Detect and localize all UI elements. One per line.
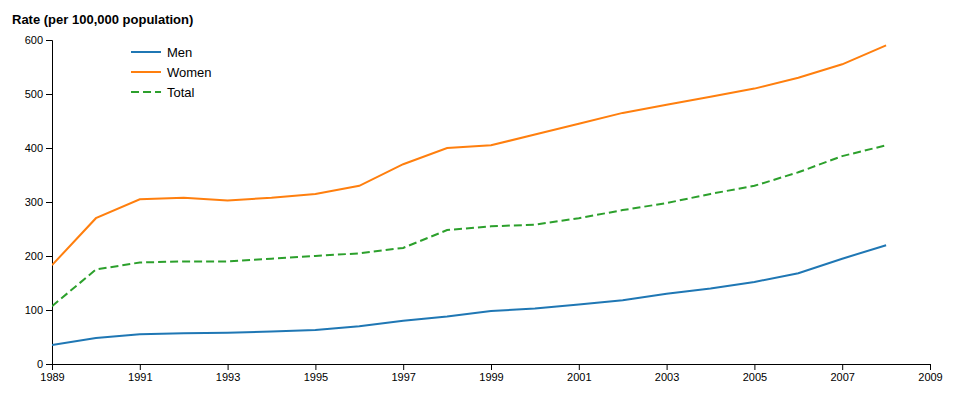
y-tick: 500 [25,88,52,100]
plot-area: 1989 1991 1993 1995 1997 1999 2001 2003 2005 2007… [25,34,943,383]
x-tick-mark [491,364,492,370]
x-tick: 2009 [918,364,942,383]
y-tick: 100 [25,304,52,316]
x-tick-label: 2001 [567,371,591,383]
y-tick-mark [46,364,52,365]
y-tick-mark [46,40,52,41]
x-tick-mark [228,364,229,370]
y-tick-label: 200 [25,250,43,262]
y-tick-mark [46,94,52,95]
x-tick: 1995 [304,364,328,383]
x-tick-label: 1989 [40,371,64,383]
x-tick-label: 2005 [743,371,767,383]
x-tick: 1993 [216,364,240,383]
x-tick-mark [667,364,668,370]
legend-item: Total [131,85,195,100]
x-tick: 2001 [567,364,591,383]
x-tick-label: 1995 [304,371,328,383]
x-tick: 1997 [391,364,415,383]
y-tick-label: 0 [37,358,43,370]
x-tick: 1999 [479,364,503,383]
legend-swatch [131,51,161,53]
x-tick: 1991 [128,364,152,383]
x-tick: 1989 [40,364,64,383]
lines [52,45,886,345]
y-tick: 200 [25,250,52,262]
legend-label: Men [167,45,192,60]
x-tick-label: 2007 [830,371,854,383]
y-tick-mark [46,256,52,257]
y-axis: 0 100 200 300 400 500 600 [25,34,53,370]
x-tick-mark [579,364,580,370]
x-tick-mark [140,364,141,370]
y-tick-label: 500 [25,88,43,100]
legend: Men Women Total [131,45,212,100]
y-tick-label: 100 [25,304,43,316]
x-tick: 2007 [830,364,854,383]
y-tick: 600 [25,34,52,46]
y-tick-mark [46,202,52,203]
legend-item: Men [131,45,192,60]
y-tick-label: 400 [25,142,43,154]
x-tick-mark [315,364,316,370]
legend-item: Women [131,65,212,80]
legend-label: Women [167,65,212,80]
y-axis-line [46,41,53,365]
legend-swatch [131,71,161,73]
line [52,145,886,306]
x-tick-mark [403,364,404,370]
chart: 1989 1991 1993 1995 1997 1999 2001 2003 2005 2007… [0,0,960,396]
x-tick-label: 2009 [918,371,942,383]
y-tick: 0 [37,358,52,370]
y-tick: 400 [25,142,52,154]
legend-label: Total [167,85,195,100]
x-tick-mark [930,364,931,370]
x-tick-label: 1997 [391,371,415,383]
x-tick-label: 1991 [128,371,152,383]
x-tick-mark [754,364,755,370]
x-tick: 2005 [743,364,767,383]
y-tick-mark [46,310,52,311]
x-tick-label: 1999 [479,371,503,383]
x-tick-label: 1993 [216,371,240,383]
y-tick-mark [46,148,52,149]
x-tick: 2003 [655,364,679,383]
y-axis-label: Rate (per 100,000 population) [12,12,193,27]
x-axis-line [53,365,931,371]
y-tick-label: 300 [25,196,43,208]
line [52,45,886,265]
x-tick-label: 2003 [655,371,679,383]
line [52,245,886,345]
y-tick-label: 600 [25,34,43,46]
x-axis: 1989 1991 1993 1995 1997 1999 2001 2003 2005 2007… [40,364,942,383]
legend-swatch [131,91,161,93]
x-tick-mark [842,364,843,370]
y-tick: 300 [25,196,52,208]
